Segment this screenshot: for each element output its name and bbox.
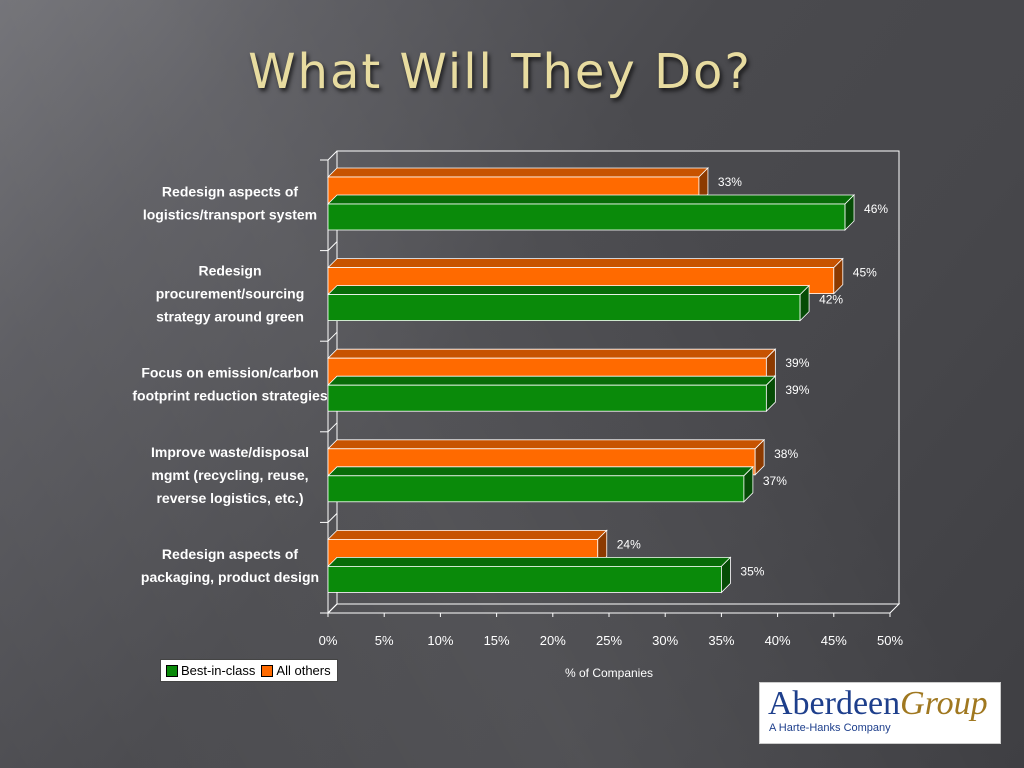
category-label-line: mgmt (recycling, reuse,: [151, 467, 308, 483]
bar-best-in-class: [327, 566, 722, 593]
bar-side-best-in-class: [799, 284, 810, 322]
bar-top-best-in-class: [327, 466, 754, 477]
x-tick-label: 50%: [877, 633, 903, 648]
bar-top-all-others: [327, 348, 777, 359]
bar-side-best-in-class: [844, 194, 855, 231]
legend-swatch-all-others: [261, 664, 274, 677]
chart-legend: Best-in-class All others: [160, 659, 338, 682]
data-label-best-in-class: 42%: [819, 293, 843, 307]
x-tick-label: 0%: [319, 633, 338, 648]
bar-top-all-others: [327, 439, 766, 450]
logo-wordmark: AberdeenGroup: [768, 685, 988, 723]
bar-top-all-others: [327, 258, 844, 269]
bar-best-in-class: [327, 475, 745, 503]
bar-top-best-in-class: [327, 375, 777, 386]
bar-side-all-others: [597, 529, 608, 567]
category-label-line: reverse logistics, etc.): [156, 490, 303, 506]
data-label-all-others: 33%: [718, 175, 742, 189]
x-tick-label: 45%: [821, 633, 847, 648]
legend-label-all-others: All others: [276, 663, 331, 678]
bar-side-all-others: [765, 348, 776, 386]
legend-swatch-best-in-class: [166, 664, 178, 677]
category-label: Improve waste/disposal mgmt (recycling, r…: [151, 444, 309, 506]
x-tick-label: 15%: [484, 633, 510, 648]
bar-top-best-in-class: [327, 285, 811, 296]
category-tick-depth: [327, 513, 338, 523]
legend-item-best-in-class: Best-in-class: [166, 663, 255, 678]
bar-top-all-others: [327, 167, 709, 178]
category-tick-depth: [327, 331, 338, 342]
category-tick-depth: [327, 241, 338, 251]
category-label-line: strategy around green: [156, 309, 304, 325]
data-label-all-others: 39%: [785, 356, 809, 370]
x-tick-label: 10%: [427, 633, 453, 648]
data-label-all-others: 38%: [774, 447, 798, 461]
category-label-line: footprint reduction strategies: [132, 388, 327, 404]
category-tick-depth: [327, 603, 338, 614]
x-tick-label: 25%: [596, 633, 622, 648]
data-label-best-in-class: 35%: [740, 564, 764, 578]
category-tick-depth: [327, 150, 338, 161]
logo-name-italic: Group: [900, 685, 988, 722]
data-label-best-in-class: 37%: [763, 474, 787, 488]
data-label-best-in-class: 46%: [864, 202, 888, 216]
bar-side-all-others: [754, 438, 765, 476]
legend-label-best-in-class: Best-in-class: [181, 663, 256, 678]
category-label-line: logistics/transport system: [143, 207, 317, 223]
category-label-line: packaging, product design: [141, 569, 319, 585]
legend-item-all-others: All others: [261, 663, 331, 678]
bar-side-best-in-class: [765, 375, 776, 413]
data-label-all-others: 24%: [617, 537, 641, 551]
category-label-line: Redesign aspects of: [162, 546, 298, 562]
x-tick-label: 20%: [540, 633, 566, 648]
bar-side-best-in-class: [743, 465, 754, 503]
bar-best-in-class: [327, 294, 801, 322]
category-label-line: Redesign: [198, 263, 261, 279]
x-tick-label: 40%: [765, 633, 791, 648]
x-tick-label: 35%: [708, 633, 734, 648]
bar-side-all-others: [833, 257, 844, 295]
x-tick-label: 30%: [652, 633, 678, 648]
bar-best-in-class: [327, 384, 767, 412]
bar-best-in-class: [327, 203, 846, 231]
data-label-best-in-class: 39%: [785, 383, 809, 397]
aberdeen-group-logo: AberdeenGroup A Harte-Hanks Company: [759, 682, 1001, 744]
logo-name: Aberdeen: [768, 685, 901, 722]
category-label-line: Redesign aspects of: [162, 184, 298, 200]
bar-side-all-others: [698, 167, 709, 204]
category-label: Focus on emission/carbon footprint reduct…: [132, 365, 327, 404]
category-label-line: Focus on emission/carbon: [141, 365, 318, 381]
chart-floor: [326, 603, 901, 614]
bar-top-all-others: [327, 530, 608, 540]
bar-top-best-in-class: [327, 557, 732, 567]
slide-title: What Will They Do?: [248, 44, 752, 100]
data-label-all-others: 45%: [853, 266, 877, 280]
bar-side-best-in-class: [721, 556, 731, 594]
x-tick-label: 5%: [375, 633, 394, 648]
category-label-line: procurement/sourcing: [156, 286, 305, 302]
category-tick-depth: [327, 422, 338, 433]
logo-tagline: A Harte-Hanks Company: [769, 722, 891, 734]
category-label-line: Improve waste/disposal: [151, 444, 309, 460]
category-label: Redesign aspects of packaging, product de…: [141, 546, 319, 585]
x-axis-title: % of Companies: [565, 666, 653, 680]
bar-top-best-in-class: [327, 194, 856, 205]
category-label: Redesign aspects of logistics/transport s…: [143, 184, 317, 223]
category-label: Redesign procurement/sourcing strategy aro…: [156, 263, 305, 325]
